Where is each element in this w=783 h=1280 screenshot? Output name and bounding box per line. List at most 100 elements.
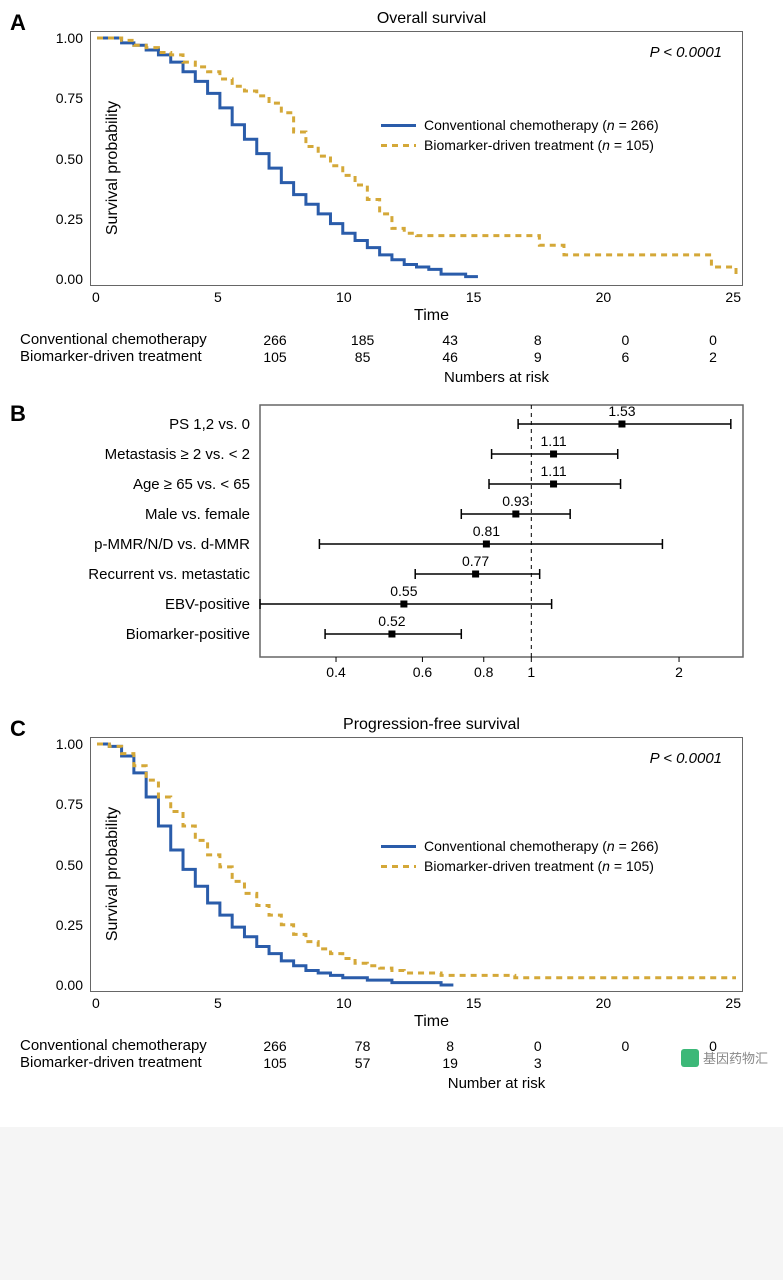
legend-line	[381, 144, 416, 147]
ytick-label: 0.75	[56, 796, 83, 812]
legend-text: Conventional chemotherapy (n = 266)	[424, 117, 659, 133]
xtick-label: 0	[92, 995, 100, 1011]
legend-line	[381, 865, 416, 868]
ytick-label: 0.75	[56, 90, 83, 106]
watermark-icon	[681, 1049, 699, 1067]
panel-a-risk-caption: Numbers at risk	[220, 369, 773, 386]
ytick-label: 0.50	[56, 151, 83, 167]
risk-cell: 8	[518, 332, 558, 348]
legend-item: Conventional chemotherapy (n = 266)	[381, 838, 659, 854]
panel-c-title: Progression-free survival	[90, 716, 773, 734]
panel-c-label: C	[10, 716, 26, 742]
panel-a-pvalue: P < 0.0001	[650, 44, 722, 61]
svg-text:PS 1,2 vs. 0: PS 1,2 vs. 0	[169, 416, 250, 433]
xtick-label: 20	[596, 289, 612, 305]
risk-row-label: Biomarker-driven treatment	[20, 348, 235, 365]
svg-text:0.77: 0.77	[462, 553, 489, 569]
risk-row-cells: 10557193	[235, 1055, 743, 1071]
risk-cell	[605, 1055, 645, 1071]
risk-cell: 85	[343, 349, 383, 365]
svg-text:Recurrent vs. metastatic: Recurrent vs. metastatic	[88, 566, 250, 583]
risk-cell: 2	[693, 349, 733, 365]
legend-text: Biomarker-driven treatment (n = 105)	[424, 858, 654, 874]
risk-cell: 43	[430, 332, 470, 348]
svg-text:0.55: 0.55	[390, 583, 417, 599]
risk-cell: 0	[605, 332, 645, 348]
panel-a-label: A	[10, 10, 26, 36]
risk-row: Conventional chemotherapy 266 185 43 8 0 0	[20, 331, 743, 348]
svg-text:Biomarker-positive: Biomarker-positive	[126, 626, 250, 643]
risk-cell: 46	[430, 349, 470, 365]
risk-cell: 185	[343, 332, 383, 348]
risk-cell: 78	[343, 1038, 383, 1054]
svg-text:0.6: 0.6	[413, 664, 433, 680]
xtick-label: 5	[214, 289, 222, 305]
panel-a-title: Overall survival	[90, 10, 773, 28]
svg-text:1.11: 1.11	[540, 433, 566, 449]
legend-item: Biomarker-driven treatment (n = 105)	[381, 858, 659, 874]
panel-c-ylabel: Survival probability	[104, 806, 122, 940]
svg-text:0.4: 0.4	[326, 664, 346, 680]
ytick-label: 1.00	[56, 736, 83, 752]
svg-text:EBV-positive: EBV-positive	[165, 596, 250, 613]
risk-row: Biomarker-driven treatment1058546962	[20, 348, 743, 365]
risk-cell: 0	[693, 332, 733, 348]
svg-text:1.11: 1.11	[540, 463, 566, 479]
risk-row-label: Biomarker-driven treatment	[20, 1054, 235, 1071]
risk-cell: 105	[255, 349, 295, 365]
legend-text: Biomarker-driven treatment (n = 105)	[424, 137, 654, 153]
panel-c-pvalue: P < 0.0001	[650, 750, 722, 767]
watermark: 基因药物汇	[681, 1048, 768, 1067]
panel-a: A Overall survival Survival probability …	[10, 10, 773, 386]
svg-text:1.53: 1.53	[608, 403, 635, 419]
risk-cell: 8	[430, 1038, 470, 1054]
svg-text:0.93: 0.93	[502, 493, 529, 509]
legend-text: Conventional chemotherapy (n = 266)	[424, 838, 659, 854]
panel-c-xticks: 0510152025	[90, 995, 743, 1011]
ytick-label: 0.50	[56, 857, 83, 873]
svg-text:0.52: 0.52	[378, 613, 405, 629]
risk-cell: 266	[255, 332, 295, 348]
risk-cell: 266	[255, 1038, 295, 1054]
legend-line	[381, 124, 416, 127]
xtick-label: 20	[596, 995, 612, 1011]
svg-text:p-MMR/N/D vs. d-MMR: p-MMR/N/D vs. d-MMR	[94, 536, 250, 553]
risk-row-cells: 266788000	[235, 1038, 743, 1054]
ytick-label: 0.25	[56, 917, 83, 933]
panel-c: C Progression-free survival Survival pro…	[10, 716, 773, 1092]
panel-c-legend: Conventional chemotherapy (n = 266) Bioma…	[381, 838, 659, 878]
panel-a-xticks: 0 5 10 15 20 25	[90, 289, 743, 305]
svg-text:2: 2	[675, 664, 683, 680]
risk-cell: 57	[343, 1055, 383, 1071]
panel-a-chart: Survival probability P < 0.0001 Conventi…	[90, 31, 743, 286]
risk-row: Biomarker-driven treatment10557193	[20, 1054, 743, 1071]
legend-line	[381, 845, 416, 848]
risk-cell: 19	[430, 1055, 470, 1071]
svg-text:Male vs. female: Male vs. female	[145, 506, 250, 523]
risk-cell: 0	[605, 1038, 645, 1054]
xtick-label: 10	[336, 995, 352, 1011]
panel-b-label: B	[10, 401, 26, 427]
panel-c-chart: Survival probability P < 0.0001 Conventi…	[90, 737, 743, 992]
xtick-label: 25	[725, 289, 741, 305]
risk-cell: 105	[255, 1055, 295, 1071]
risk-row-label: Conventional chemotherapy	[20, 331, 235, 348]
xtick-label: 15	[466, 995, 482, 1011]
panel-b: B PS 1,2 vs. 0 1.53 Metastasis ≥ 2 vs. < 2…	[10, 401, 773, 701]
xtick-label: 10	[336, 289, 352, 305]
panel-b-svg: PS 1,2 vs. 0 1.53 Metastasis ≥ 2 vs. < 2 1.…	[50, 401, 763, 701]
xtick-label: 15	[466, 289, 482, 305]
xtick-label: 25	[725, 995, 741, 1011]
risk-cell: 6	[605, 349, 645, 365]
panel-c-risk-table: Conventional chemotherapy266788000Biomar…	[20, 1037, 743, 1071]
svg-text:0.8: 0.8	[474, 664, 494, 680]
ytick-label: 0.00	[56, 977, 83, 993]
risk-row: Conventional chemotherapy266788000	[20, 1037, 743, 1054]
panel-c-risk-caption: Number at risk	[220, 1075, 773, 1092]
svg-text:1: 1	[527, 664, 535, 680]
ytick-label: 0.00	[56, 271, 83, 287]
svg-text:Metastasis ≥ 2 vs. < 2: Metastasis ≥ 2 vs. < 2	[105, 446, 250, 463]
panel-c-xlabel: Time	[90, 1013, 773, 1031]
risk-cell: 0	[518, 1038, 558, 1054]
xtick-label: 0	[92, 289, 100, 305]
